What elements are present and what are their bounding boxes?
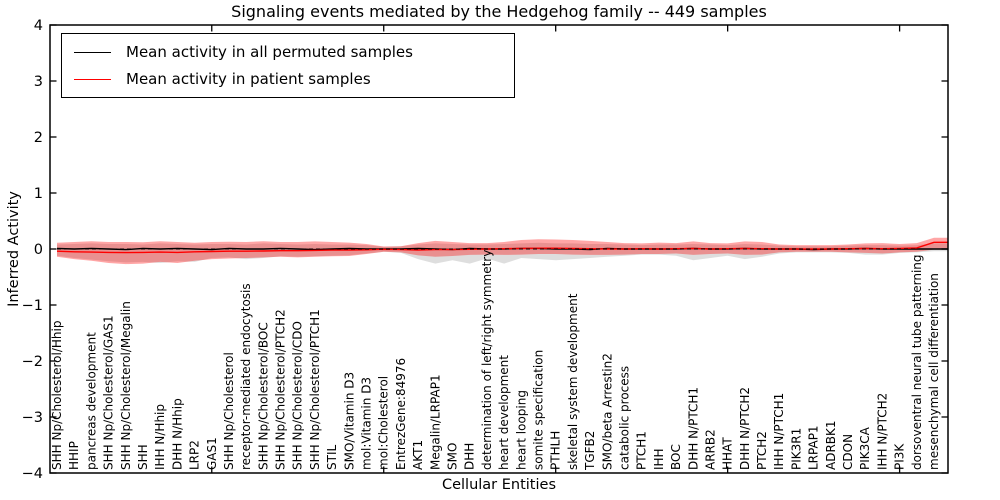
y-axis-title: Inferred Activity (6, 191, 22, 307)
y-tick-label: 0 (34, 242, 43, 258)
y-tick-label: 4 (34, 18, 43, 34)
x-category-label: IHH (652, 448, 666, 470)
x-category-label: PIK3R1 (789, 428, 803, 470)
x-category-label: mol:Vitamin D3 (360, 377, 374, 470)
x-category-label: SHH Np/Cholesterol/BOC (256, 322, 270, 470)
x-category-label: PTCH2 (755, 431, 769, 470)
x-category-label: PI3K (893, 443, 907, 470)
x-category-label: DHH N/PTCH2 (738, 387, 752, 470)
patient-band (57, 237, 948, 265)
x-category-label: BOC (669, 444, 683, 470)
x-category-label: PTHLH (549, 431, 563, 470)
x-category-label: DHH N/PTCH1 (686, 387, 700, 470)
x-category-label: STIL (325, 445, 339, 470)
chart-title: Signaling events mediated by the Hedgeho… (231, 2, 767, 21)
x-category-label: SHH Np/Cholesterol/GAS1 (102, 315, 116, 470)
x-category-label: PIK3CA (858, 426, 872, 470)
x-category-label: LRP2 (188, 440, 202, 470)
x-category-label: TGFB2 (583, 431, 597, 471)
x-category-label: IHH N/Hhip (153, 404, 167, 470)
legend-item-permuted: Mean activity in all permuted samples (74, 43, 514, 61)
x-category-label: SMO (446, 443, 460, 470)
x-category-label: dorsoventral neural tube patterning (910, 254, 924, 470)
legend-line-patient-swatch (74, 78, 111, 80)
legend-label-patient: Mean activity in patient samples (126, 70, 371, 88)
x-category-label: LRPAP1 (807, 425, 821, 470)
legend-line-permuted-swatch (74, 51, 111, 53)
x-category-label: GAS1 (205, 437, 219, 470)
x-category-label: SMO/Vitamin D3 (342, 372, 356, 470)
x-category-label: DHH (463, 443, 477, 470)
y-tick-label: 2 (34, 130, 43, 146)
y-tick-label: −2 (22, 354, 43, 370)
x-category-label: determination of left/right symmetry (480, 250, 494, 470)
x-category-label: heart looping (514, 390, 528, 470)
x-category-label: EntrezGene:84976 (394, 358, 408, 470)
x-category-label: SHH Np/Cholesterol/PTCH2 (274, 309, 288, 470)
x-category-label: heart development (497, 355, 511, 470)
y-tick-label: −3 (22, 410, 43, 426)
y-tick-label: 3 (34, 74, 43, 90)
x-category-label: HHIP (67, 441, 81, 470)
x-category-label: SHH (136, 444, 150, 470)
x-category-label: catabolic process (618, 366, 632, 470)
x-category-label: SHH Np/Cholesterol (222, 352, 236, 470)
y-tick-label: 1 (34, 186, 43, 202)
legend: Mean activity in all permuted samples Me… (61, 33, 515, 98)
x-category-label: ARRB2 (704, 429, 718, 470)
x-category-label: SHH Np/Cholesterol/Megalin (119, 301, 133, 470)
x-category-label: DHH N/Hhip (170, 398, 184, 470)
x-category-label: AKT1 (411, 440, 425, 470)
x-axis-title: Cellular Entities (441, 477, 557, 493)
legend-item-patient: Mean activity in patient samples (74, 70, 514, 88)
x-category-label: PTCH1 (635, 431, 649, 470)
x-category-label: ADRBK1 (824, 420, 838, 470)
x-category-label: Megalin/LRPAP1 (428, 374, 442, 470)
x-category-label: SMO/beta Arrestin2 (600, 353, 614, 470)
x-category-label: SHH Np/Cholesterol/CDO (291, 321, 305, 470)
x-category-label: IHH N/PTCH1 (772, 393, 786, 470)
x-category-label: skeletal system development (566, 293, 580, 470)
y-tick-label: −1 (22, 298, 43, 314)
legend-label-permuted: Mean activity in all permuted samples (126, 43, 413, 61)
x-category-label: somite specification (532, 350, 546, 470)
x-category-label: CDON (841, 434, 855, 470)
x-category-label: mesenchymal cell differentiation (927, 273, 941, 470)
y-tick-label: −4 (22, 466, 43, 482)
x-category-label: mol:Cholesterol (377, 376, 391, 470)
x-category-label: receptor-mediated endocytosis (239, 283, 253, 470)
x-category-label: SHH Np/Cholesterol/Hhip (50, 321, 64, 470)
x-category-label: IHH N/PTCH2 (875, 393, 889, 470)
x-category-label: pancreas development (84, 332, 98, 470)
x-category-label: SHH Np/Cholesterol/PTCH1 (308, 309, 322, 470)
x-category-label: HHAT (721, 437, 735, 470)
